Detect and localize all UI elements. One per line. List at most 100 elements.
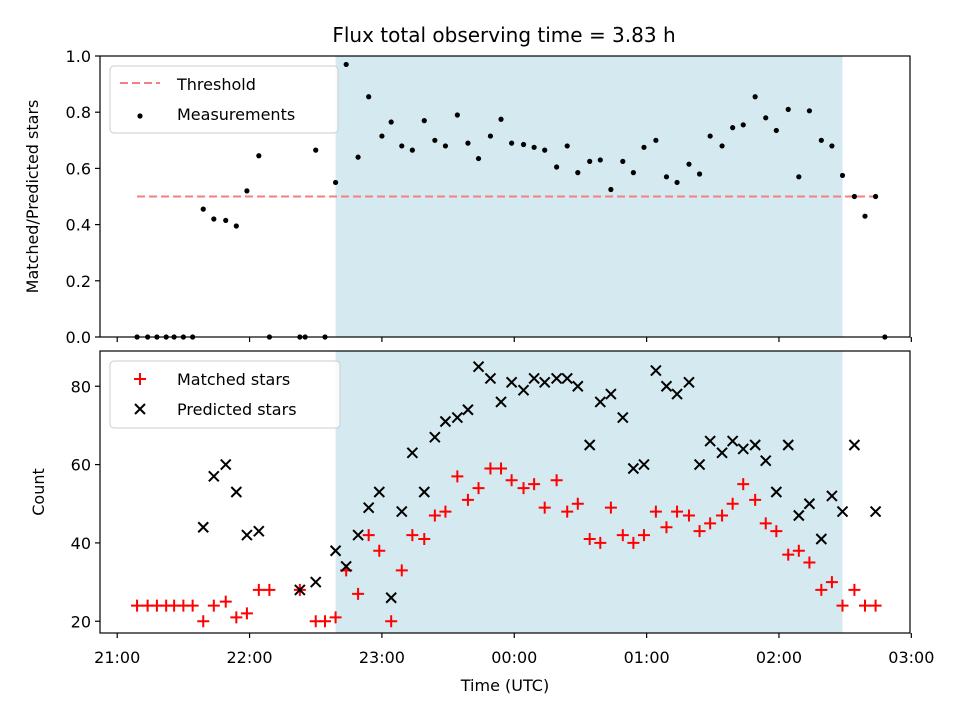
matched-star-point xyxy=(704,517,717,530)
predicted-star-point xyxy=(550,372,563,385)
predicted-star-point xyxy=(760,454,772,467)
predicted-star-point xyxy=(294,584,306,596)
threshold-legend-label: Threshold xyxy=(176,75,256,94)
matched-star-point xyxy=(418,533,431,545)
bottom-x-axis-ticks: 21:00 22:00 23:00 00:00 01:00 02:00 03:00 xyxy=(94,633,934,667)
matched-star-point xyxy=(230,611,243,624)
matched-star-point xyxy=(859,599,871,612)
matched-star-point xyxy=(395,564,408,577)
predicted-star-point xyxy=(737,443,749,455)
bottom-y-axis-label: Count xyxy=(29,468,48,516)
measurement-point xyxy=(509,140,515,146)
matched-legend-label: Matched stars xyxy=(177,370,290,389)
measurement-point xyxy=(674,179,680,186)
measurement-point xyxy=(542,147,548,153)
measurement-point xyxy=(719,143,725,149)
predicted-star-point xyxy=(869,505,882,518)
top-x-axis-ticks xyxy=(116,337,912,342)
matched-star-point xyxy=(385,615,398,628)
predicted-star-point xyxy=(352,529,364,541)
predicted-star-point xyxy=(538,376,551,389)
matched-star-point xyxy=(815,583,828,596)
predicted-star-point xyxy=(451,411,464,424)
matched-star-point xyxy=(352,587,365,600)
measurement-point xyxy=(442,143,449,149)
observing-window-shade xyxy=(335,351,843,633)
measurement-point xyxy=(707,133,713,139)
predicted-star-point xyxy=(660,380,673,392)
predicted-star-point xyxy=(396,505,408,518)
measurement-point xyxy=(785,106,791,112)
top-panel-frame xyxy=(99,55,911,338)
matched-star-point xyxy=(197,615,210,628)
bottom-panel-frame xyxy=(99,350,911,634)
matched-star-point xyxy=(627,536,640,549)
matched-star-point xyxy=(649,505,662,518)
measurement-point xyxy=(487,133,494,139)
predicted-star-point xyxy=(253,525,265,537)
matched-star-point xyxy=(660,521,673,534)
predicted-star-point xyxy=(197,521,209,533)
predicted-star-point xyxy=(418,486,430,498)
measurement-point xyxy=(740,122,746,128)
count-panel: 20 40 60 80 21:00 22:00 23:00 00:00 01:00 02:00 0… xyxy=(29,350,934,695)
matched-star-point xyxy=(451,470,464,483)
measurement-point xyxy=(872,193,879,200)
y-tick-label: 0.0 xyxy=(66,328,91,347)
matched-star-point xyxy=(848,583,861,596)
measurement-point xyxy=(211,216,217,222)
measurement-point xyxy=(597,157,603,163)
x-tick-label: 22:00 xyxy=(227,648,273,667)
measurement-point xyxy=(520,141,527,148)
measurement-point xyxy=(432,137,438,143)
measurement-point xyxy=(388,119,394,125)
measurement-point xyxy=(564,143,570,149)
matched-star-point xyxy=(505,474,518,487)
matched-star-point xyxy=(319,615,331,628)
predicted-star-point xyxy=(638,458,650,471)
matched-star-point xyxy=(604,501,617,514)
measurement-point xyxy=(355,154,361,160)
measurement-point xyxy=(575,170,581,176)
measurement-point xyxy=(773,127,779,134)
predicted-star-point xyxy=(627,462,640,475)
matched-stars-series xyxy=(131,462,882,628)
measurement-point xyxy=(851,193,858,200)
matched-star-point xyxy=(571,497,584,510)
measurement-point xyxy=(839,172,846,179)
measurement-point xyxy=(454,112,460,118)
y-tick-label: 0.4 xyxy=(66,216,91,235)
y-tick-label: 40 xyxy=(71,534,91,553)
matched-legend-swatch xyxy=(134,373,146,385)
matched-star-point xyxy=(803,556,816,569)
predicted-star-point xyxy=(329,545,342,557)
matched-star-point xyxy=(836,599,849,612)
predicted-star-point xyxy=(782,439,794,451)
matched-star-point xyxy=(528,478,541,491)
measurement-point xyxy=(653,137,659,143)
measurements-legend-label: Measurements xyxy=(177,105,295,124)
measurement-point xyxy=(332,179,339,186)
measurement-point xyxy=(630,170,636,176)
predicted-legend-swatch xyxy=(134,403,146,415)
predicted-star-point xyxy=(770,486,783,498)
matched-star-point xyxy=(406,529,419,542)
predicted-star-point xyxy=(815,533,828,545)
measurement-point xyxy=(256,153,262,159)
predicted-star-point xyxy=(716,447,728,459)
measurement-point xyxy=(244,188,250,194)
matched-star-point xyxy=(594,536,607,549)
matched-star-point xyxy=(616,529,629,542)
predicted-star-point xyxy=(310,576,322,588)
x-tick-label: 21:00 xyxy=(94,648,140,667)
predicted-star-point xyxy=(726,435,739,447)
matched-star-point xyxy=(252,583,265,596)
measurement-point xyxy=(663,174,670,180)
matched-star-point xyxy=(825,576,838,589)
measurement-point xyxy=(752,94,758,100)
matched-star-point xyxy=(671,505,684,518)
measurement-point xyxy=(554,164,560,170)
measurement-point xyxy=(829,143,835,149)
matched-star-point xyxy=(472,482,485,495)
